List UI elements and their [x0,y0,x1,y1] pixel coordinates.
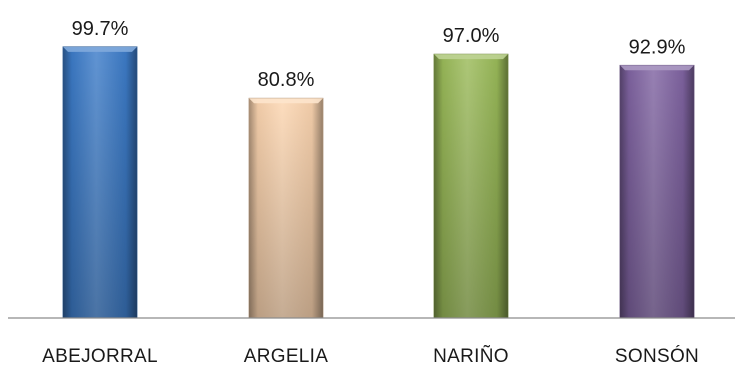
x-tick-label: ARGELIA [244,346,328,367]
x-tick-label: NARIÑO [433,345,509,367]
bars-group [62,46,695,319]
bar-shade [434,54,508,318]
x-tick-label: SONSÓN [615,345,699,367]
data-label: 97.0% [443,25,500,47]
labels-group: 99.7% ABEJORRAL 80.8% ARGELIA 97.0% NARIÑO 92.… [42,18,699,367]
bar-shade [249,98,323,318]
bar-top-bevel [620,65,694,71]
data-label: 99.7% [72,18,129,40]
bar-shade [63,46,137,318]
x-tick-label: ABEJORRAL [42,346,158,367]
bar-top-bevel [63,46,137,52]
data-label: 80.8% [258,69,315,91]
data-label: 92.9% [629,36,686,58]
bar-top-bevel [434,54,508,60]
bar-top-bevel [249,98,323,104]
bar-shade [620,65,694,318]
